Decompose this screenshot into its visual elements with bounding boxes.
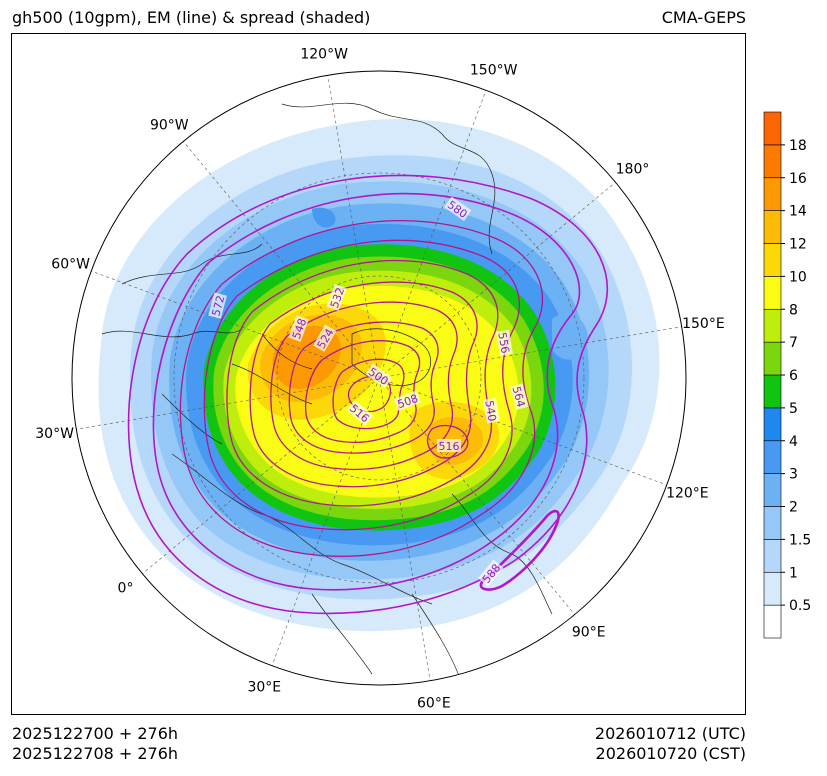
contour-540: [249, 281, 478, 488]
contour-564: [179, 220, 544, 557]
valid-time-cst: 2026010720 (CST): [595, 744, 746, 763]
contour-label-bg: [437, 439, 461, 452]
colorbar-label: 1: [789, 565, 798, 581]
graticule: [76, 75, 682, 681]
contour-label-bg: [326, 283, 347, 311]
contour-label-bg: [444, 196, 472, 221]
colorbar-swatch: [763, 177, 782, 211]
contour-588: [479, 509, 560, 591]
contour-label-text: 556: [495, 331, 511, 354]
colorbar-label: 7: [789, 335, 798, 351]
contour-label-text: 572: [210, 294, 228, 318]
model-name: CMA-GEPS: [661, 8, 746, 27]
contour-label-bg: [393, 390, 421, 411]
longitude-label: 180°: [616, 161, 650, 177]
spread-band-4b: [312, 207, 336, 228]
longitude-label: 60°E: [417, 695, 451, 711]
contour-580: [127, 174, 609, 615]
contour-label-bg: [208, 292, 227, 319]
colorbar-swatch: [763, 571, 782, 606]
colorbar-label: 14: [789, 204, 807, 220]
longitude-label: 90°E: [572, 624, 606, 640]
longitude-label: 90°W: [150, 118, 189, 134]
longitude-label: 150°W: [470, 63, 518, 79]
valid-time-utc: 2026010712 (UTC): [594, 724, 746, 743]
init-time-cst: 2025122708 + 276h: [12, 744, 179, 763]
map-frame: 580 572 548 532 524 556 500 564 508 540 516 516 588 …: [11, 33, 746, 715]
contour-label-bg: [482, 397, 500, 424]
longitude-labels: 60°W 90°W 30°W 120°W 0° 150°W 30°E 180° 60°E 150°…: [35, 47, 724, 712]
colorbar-swatch: [763, 440, 782, 474]
contour-label-bg: [478, 559, 504, 587]
colorbar-label: 8: [789, 302, 798, 318]
colorbar-swatch: [763, 539, 782, 573]
contour-516b: [427, 424, 469, 459]
map-boundary: [71, 70, 687, 686]
longitude-label: 60°W: [51, 256, 90, 272]
contour-label-bg: [495, 329, 513, 356]
em-contours: [127, 174, 609, 615]
colorbar-swatch: [763, 276, 782, 310]
init-time-utc: 2025122700 + 276h: [12, 724, 179, 743]
longitude-label: 120°E: [666, 486, 709, 502]
spread-band-3b: [552, 313, 588, 360]
colorbar-label: 2: [789, 500, 798, 516]
colorbar-label: 5: [789, 401, 798, 417]
colorbar-label: 3: [789, 467, 798, 483]
contour-556: [203, 239, 520, 531]
colorbar-label: 1.5: [789, 532, 811, 548]
colorbar-swatch: [763, 308, 782, 343]
colorbar-label: 4: [789, 434, 798, 450]
contour-label-text: 540: [482, 399, 498, 422]
contour-label: 564: [509, 383, 529, 410]
colorbar-swatch: [763, 341, 782, 376]
longitude-label: 150°E: [682, 316, 725, 332]
colorbar-label: 12: [789, 237, 807, 253]
contour-label: 556: [495, 329, 513, 356]
colorbar-label: 18: [789, 138, 807, 154]
contour-label-text: 564: [509, 385, 527, 409]
colorbar-label: 16: [789, 171, 807, 187]
colorbar-swatch: [763, 473, 782, 507]
contour-524: [288, 321, 439, 454]
colorbar-label: 6: [789, 368, 798, 384]
contour-label-bg: [510, 383, 529, 410]
contour-508: [332, 358, 405, 430]
longitude-label: 120°W: [300, 47, 348, 63]
colorbar-swatch: [763, 210, 782, 244]
colorbar-label: 0.5: [789, 598, 811, 614]
colorbar-swatch: [763, 111, 782, 146]
colorbar-swatch: [763, 374, 782, 409]
contour-label-bg: [365, 363, 393, 388]
longitude-label: 30°E: [247, 679, 281, 695]
contour-label: 540: [482, 397, 500, 424]
colorbar-swatch: [763, 243, 782, 277]
colorbar-swatch: [763, 144, 782, 179]
contour-label-bg: [313, 324, 337, 352]
contour-572: [152, 192, 581, 591]
contour-516: [304, 340, 421, 443]
colorbar: 0.5 1 1.5 2 3 4 5 6 7 8 10 12 14 16 18: [763, 111, 811, 639]
contour-548: [226, 259, 499, 507]
contour-label-text: 516: [439, 440, 460, 453]
colorbar-swatch: [763, 407, 782, 442]
longitude-label: 0°: [118, 581, 134, 597]
colorbar-swatch: [763, 604, 782, 639]
contour-label-bg: [288, 314, 309, 342]
contour-532: [270, 301, 458, 471]
chart-title: gh500 (10gpm), EM (line) & spread (shade…: [12, 8, 371, 27]
colorbar-swatch: [763, 506, 782, 540]
contour-label: 572: [208, 292, 228, 319]
contour-label-bg: [346, 400, 374, 426]
colorbar-label: 10: [789, 269, 807, 285]
longitude-label: 30°W: [35, 426, 74, 442]
contour-label: 516: [437, 439, 461, 453]
